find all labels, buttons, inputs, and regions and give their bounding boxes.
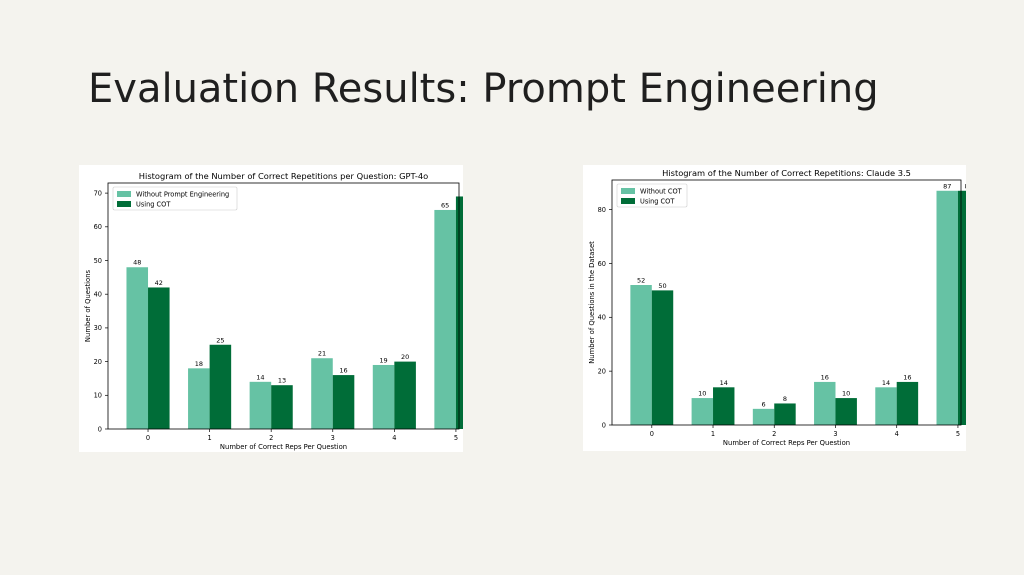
- gpt4o-xtick-label-0: 0: [146, 434, 150, 442]
- gpt4o-bar-s1-4: [394, 361, 416, 429]
- claude-value-label-s0-2: 6: [761, 400, 765, 408]
- gpt4o-legend-box: [112, 186, 238, 211]
- claude-title: Histogram of the Number of Correct Repet…: [662, 168, 911, 178]
- claude-xtick-label-1: 1: [711, 430, 715, 438]
- gpt4o-bar-s0-0: [126, 267, 149, 429]
- gpt4o-value-label-s0-0: 48: [133, 259, 141, 267]
- gpt4o-xtick-label-3: 3: [331, 434, 335, 442]
- claude-value-label-s0-4: 14: [882, 379, 890, 387]
- gpt4o-legend-swatch-s1: [117, 201, 131, 207]
- claude-bar-s0-0: [630, 285, 652, 425]
- claude-value-label-s0-5: 87: [943, 182, 951, 190]
- gpt4o-bar-s1-0: [148, 287, 170, 429]
- claude-ytick-label-80: 80: [598, 206, 606, 214]
- claude-axes-frame: [611, 179, 962, 426]
- claude-xlabel: Number of Correct Reps Per Question: [723, 439, 850, 447]
- claude-value-label-s0-0: 52: [637, 277, 645, 285]
- gpt4o-legend-label-s1: Using COT: [136, 201, 171, 209]
- gpt4o-bar-s0-5: [434, 209, 456, 429]
- chart-claude-panel: Histogram of the Number of Correct Repet…: [583, 165, 980, 451]
- gpt4o-value-label-s0-3: 21: [318, 350, 326, 358]
- chart-gpt4o: Histogram of the Number of Correct Repet…: [84, 171, 478, 451]
- gpt4o-xtick-label-1: 1: [208, 434, 212, 442]
- gpt4o-value-label-s1-0: 42: [155, 279, 163, 287]
- claude-bar-s0-5: [936, 190, 958, 425]
- gpt4o-value-label-s0-1: 18: [195, 360, 203, 368]
- claude-value-label-s1-4: 16: [903, 373, 911, 381]
- gpt4o-xtick-label-2: 2: [269, 434, 273, 442]
- gpt4o-legend-label-s0: Without Prompt Engineering: [136, 191, 229, 199]
- chart-gpt4o-panel: Histogram of the Number of Correct Repet…: [79, 165, 478, 452]
- slide-title: Evaluation Results: Prompt Engineering: [88, 66, 879, 112]
- claude-ytick-label-0: 0: [602, 421, 606, 429]
- claude-bar-s0-1: [691, 398, 714, 425]
- gpt4o-bar-s1-1: [209, 344, 232, 429]
- claude-bar-s1-3: [835, 398, 857, 425]
- gpt4o-ytick-label-50: 50: [94, 257, 102, 265]
- claude-xtick-label-5: 5: [956, 430, 960, 438]
- claude-xtick-label-4: 4: [895, 430, 899, 438]
- gpt4o-legend-swatch-s0: [117, 191, 131, 197]
- claude-bar-s1-4: [896, 381, 919, 425]
- claude-xtick-label-2: 2: [772, 430, 776, 438]
- gpt4o-value-label-s1-4: 20: [401, 353, 409, 361]
- gpt4o-ytick-label-40: 40: [94, 291, 102, 299]
- gpt4o-ytick-label-0: 0: [98, 425, 102, 433]
- claude-legend-swatch-s1: [621, 198, 635, 204]
- gpt4o-bar-s0-3: [311, 358, 333, 429]
- claude-value-label-s1-1: 14: [720, 379, 728, 387]
- claude-legend-label-s1: Using COT: [640, 198, 675, 206]
- gpt4o-bar-s0-2: [249, 381, 272, 429]
- gpt4o-bar-s1-2: [271, 385, 293, 429]
- gpt4o-ytick-label-30: 30: [94, 324, 102, 332]
- gpt4o-value-label-s0-4: 19: [379, 356, 387, 364]
- chart-claude: Histogram of the Number of Correct Repet…: [588, 168, 980, 447]
- claude-bar-s1-0: [651, 290, 674, 425]
- claude-legend-label-s0: Without COT: [640, 188, 683, 196]
- claude-value-label-s0-3: 16: [821, 373, 829, 381]
- gpt4o-axes-frame: [107, 182, 460, 430]
- gpt4o-value-label-s1-1: 25: [216, 336, 224, 344]
- claude-ytick-label-40: 40: [598, 314, 606, 322]
- gpt4o-ytick-label-20: 20: [94, 358, 102, 366]
- claude-value-label-s1-3: 10: [842, 390, 850, 398]
- gpt4o-ytick-label-70: 70: [94, 189, 102, 197]
- claude-bar-s0-4: [875, 387, 897, 425]
- claude-ytick-label-20: 20: [598, 367, 606, 375]
- gpt4o-bar-s0-4: [372, 364, 395, 429]
- gpt4o-ytick-label-10: 10: [94, 392, 102, 400]
- claude-bar-s0-3: [814, 381, 836, 425]
- gpt4o-bar-s1-3: [332, 375, 355, 429]
- gpt4o-ytick-label-60: 60: [94, 223, 102, 231]
- claude-ytick-label-60: 60: [598, 260, 606, 268]
- gpt4o-bar-s1-5: [455, 196, 478, 429]
- claude-xtick-label-3: 3: [833, 430, 837, 438]
- gpt4o-value-label-s0-2: 14: [256, 373, 264, 381]
- gpt4o-value-label-s1-3: 16: [339, 367, 347, 375]
- gpt4o-value-label-s1-2: 13: [278, 377, 286, 385]
- claude-bar-s1-5: [957, 190, 980, 425]
- claude-value-label-s1-2: 8: [783, 395, 787, 403]
- claude-xtick-label-0: 0: [650, 430, 654, 438]
- claude-bar-s1-1: [713, 387, 735, 425]
- claude-ylabel: Number of Questions in the Dataset: [588, 241, 596, 364]
- gpt4o-ylabel: Number of Questions: [84, 269, 92, 342]
- gpt4o-xtick-label-5: 5: [454, 434, 458, 442]
- claude-value-label-s1-5: 87: [965, 182, 966, 190]
- claude-bar-s0-2: [752, 408, 775, 425]
- claude-value-label-s1-0: 50: [658, 282, 666, 290]
- gpt4o-value-label-s0-5: 65: [441, 201, 449, 209]
- claude-legend-swatch-s0: [621, 188, 635, 194]
- claude-bar-s1-2: [774, 403, 796, 425]
- gpt4o-title: Histogram of the Number of Correct Repet…: [139, 171, 428, 181]
- gpt4o-xtick-label-4: 4: [392, 434, 396, 442]
- gpt4o-xlabel: Number of Correct Reps Per Question: [220, 443, 347, 451]
- gpt4o-bar-s0-1: [188, 368, 210, 429]
- claude-value-label-s0-1: 10: [698, 390, 706, 398]
